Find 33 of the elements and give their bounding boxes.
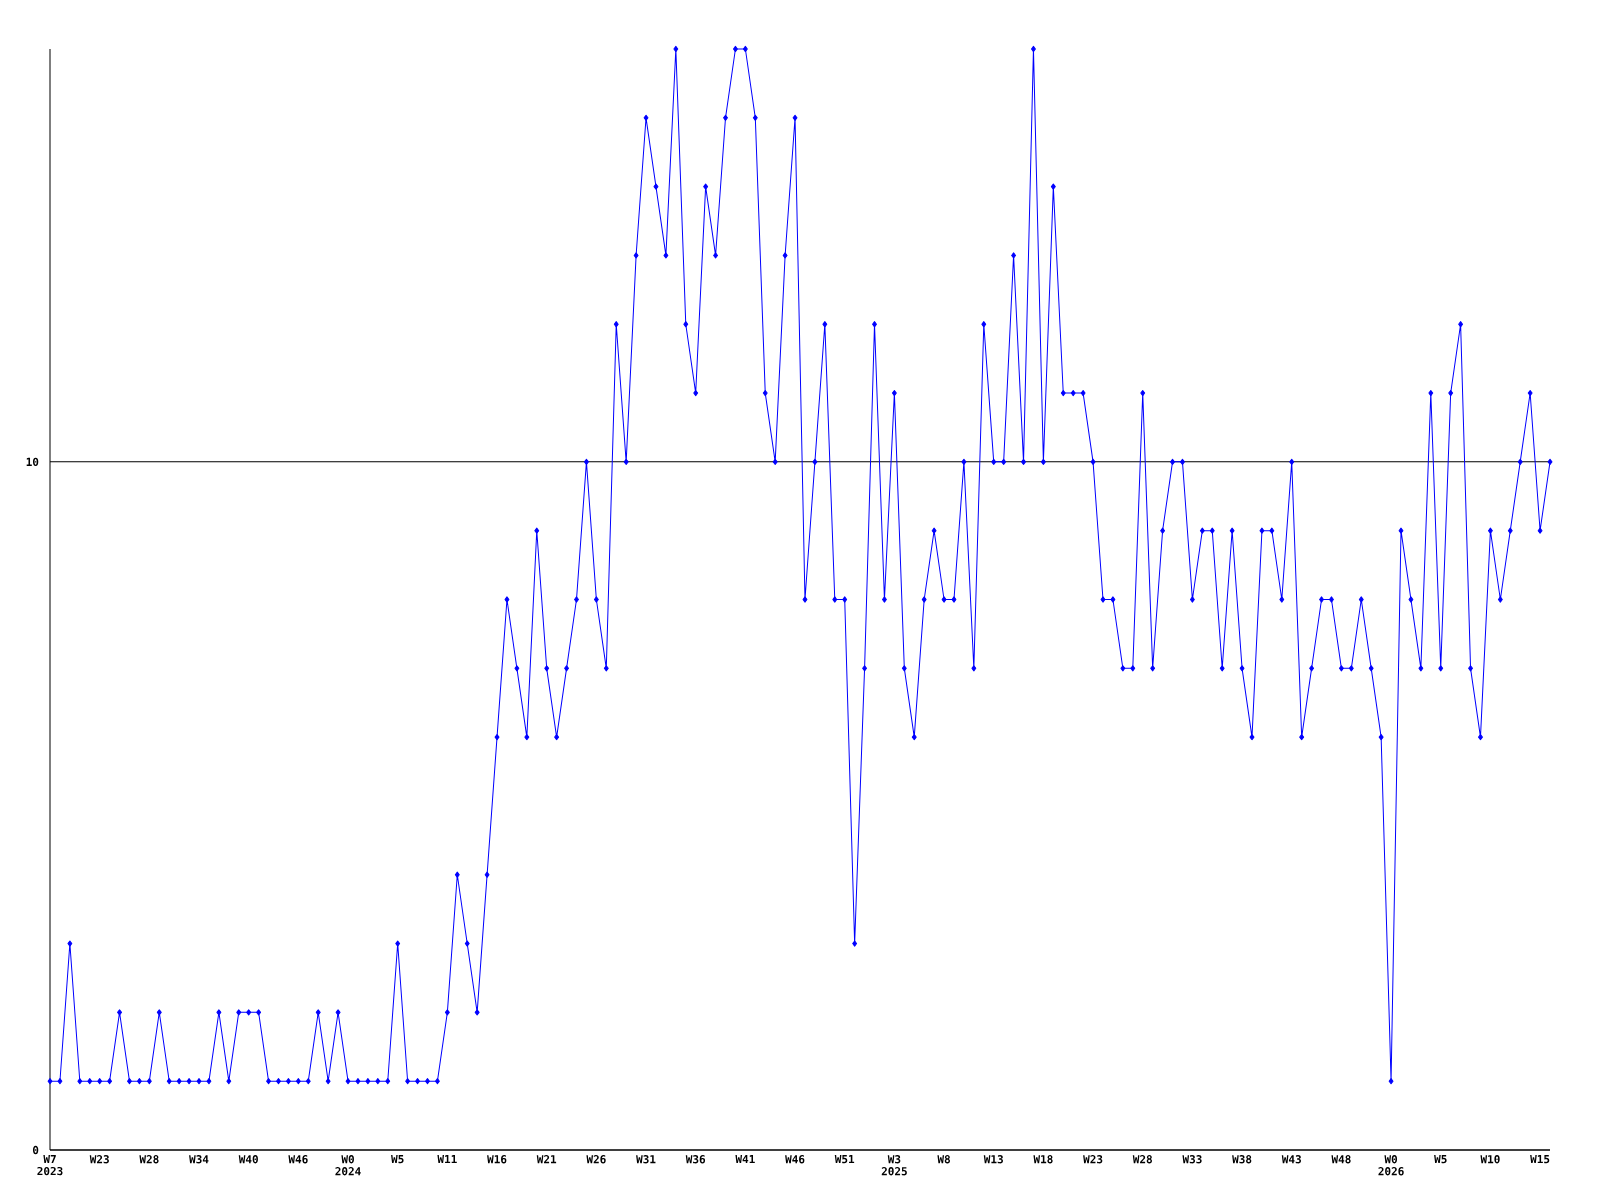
x-tick-label: W46	[785, 1155, 805, 1164]
x-tick-label: W21	[536, 1155, 557, 1164]
x-tick-label: W51	[834, 1155, 855, 1164]
y-tick-label: 10	[26, 457, 39, 467]
x-tick-label: W5	[391, 1155, 404, 1164]
x-tick-label: W36	[685, 1155, 706, 1164]
x-tick-label: W10	[1480, 1155, 1500, 1164]
x-tick-label: W48	[1331, 1155, 1351, 1164]
x-tick-label: W0 2024	[335, 1155, 361, 1176]
y-tick-label: 0	[32, 1145, 39, 1155]
x-tick-label: W46	[288, 1155, 308, 1164]
x-tick-label: W43	[1281, 1155, 1301, 1164]
x-tick-label: W31	[636, 1155, 656, 1164]
x-tick-label: W16	[487, 1155, 507, 1164]
x-tick-label: W13	[983, 1155, 1003, 1164]
x-tick-label: W7 2023	[37, 1155, 63, 1176]
x-tick-label: W11	[437, 1155, 457, 1164]
x-tick-label: W28	[1132, 1155, 1152, 1164]
x-tick-label: W23	[1083, 1155, 1103, 1164]
x-tick-label: W26	[586, 1155, 606, 1164]
x-tick-label: W40	[238, 1155, 258, 1164]
x-tick-label: W5	[1434, 1155, 1447, 1164]
x-tick-label: W28	[139, 1155, 159, 1164]
x-tick-label: W15	[1530, 1155, 1550, 1164]
x-tick-label: W38	[1232, 1155, 1252, 1164]
x-tick-label: W41	[735, 1155, 755, 1164]
x-tick-label: W33	[1182, 1155, 1202, 1164]
x-tick-label: W34	[189, 1155, 209, 1164]
x-tick-label: W3 2025	[881, 1155, 907, 1176]
x-tick-label: W18	[1033, 1155, 1053, 1164]
x-tick-label: W8	[937, 1155, 950, 1164]
x-tick-label: W23	[89, 1155, 109, 1164]
x-tick-label: W0 2026	[1378, 1155, 1404, 1176]
